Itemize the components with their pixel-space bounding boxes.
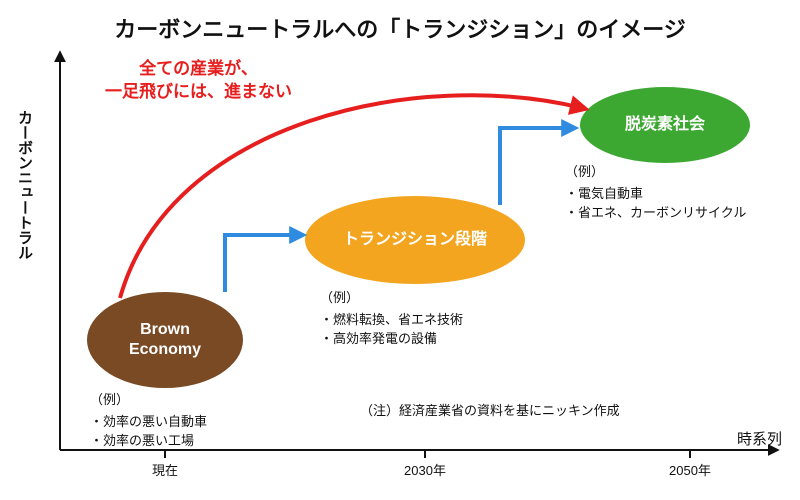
- callout-line2: 一足飛びには、進まない: [105, 82, 292, 101]
- x-axis-label: 時系列: [737, 428, 782, 449]
- node-decarbonized-society: 脱炭素社会: [580, 87, 750, 163]
- x-tick-label: 2030年: [385, 460, 465, 479]
- blue-step-arrow-1: [225, 235, 300, 292]
- y-axis-label: カーボンニュートラル: [14, 110, 35, 260]
- node-brown-line1: Brown: [140, 321, 190, 338]
- examples-brown-header: （例）: [90, 390, 207, 410]
- node-brown-line2: Economy: [129, 341, 201, 358]
- examples-transition-item: ・燃料転換、省エネ技術: [320, 310, 463, 330]
- callout-text: 全ての産業が、 一足飛びには、進まない: [105, 58, 292, 104]
- examples-brown: （例） ・効率の悪い自動車 ・効率の悪い工場: [90, 390, 207, 451]
- examples-transition-header: （例）: [320, 288, 463, 308]
- examples-transition: （例） ・燃料転換、省エネ技術 ・高効率発電の設備: [320, 288, 463, 349]
- node-green-label: 脱炭素社会: [625, 115, 705, 135]
- examples-green: （例） ・電気自動車 ・省エネ、カーボンリサイクル: [565, 162, 746, 223]
- examples-brown-item: ・効率の悪い工場: [90, 431, 207, 451]
- blue-step-arrow-2: [500, 128, 572, 205]
- x-tick-label: 2050年: [650, 460, 730, 479]
- examples-transition-item: ・高効率発電の設備: [320, 329, 463, 349]
- x-tick-label: 現在: [125, 460, 205, 479]
- callout-line1: 全ての産業が、: [139, 59, 258, 78]
- chart-title: カーボンニュートラルへの「トランジション」のイメージ: [0, 12, 800, 44]
- examples-brown-item: ・効率の悪い自動車: [90, 412, 207, 432]
- examples-green-header: （例）: [565, 162, 746, 182]
- node-brown-economy: Brown Economy: [87, 292, 243, 388]
- footnote: （注）経済産業省の資料を基にニッキン作成: [360, 400, 620, 419]
- examples-green-item: ・省エネ、カーボンリサイクル: [565, 203, 746, 223]
- node-transition-label: トランジション段階: [343, 230, 487, 250]
- node-transition-stage: トランジション段階: [305, 196, 525, 284]
- examples-green-item: ・電気自動車: [565, 184, 746, 204]
